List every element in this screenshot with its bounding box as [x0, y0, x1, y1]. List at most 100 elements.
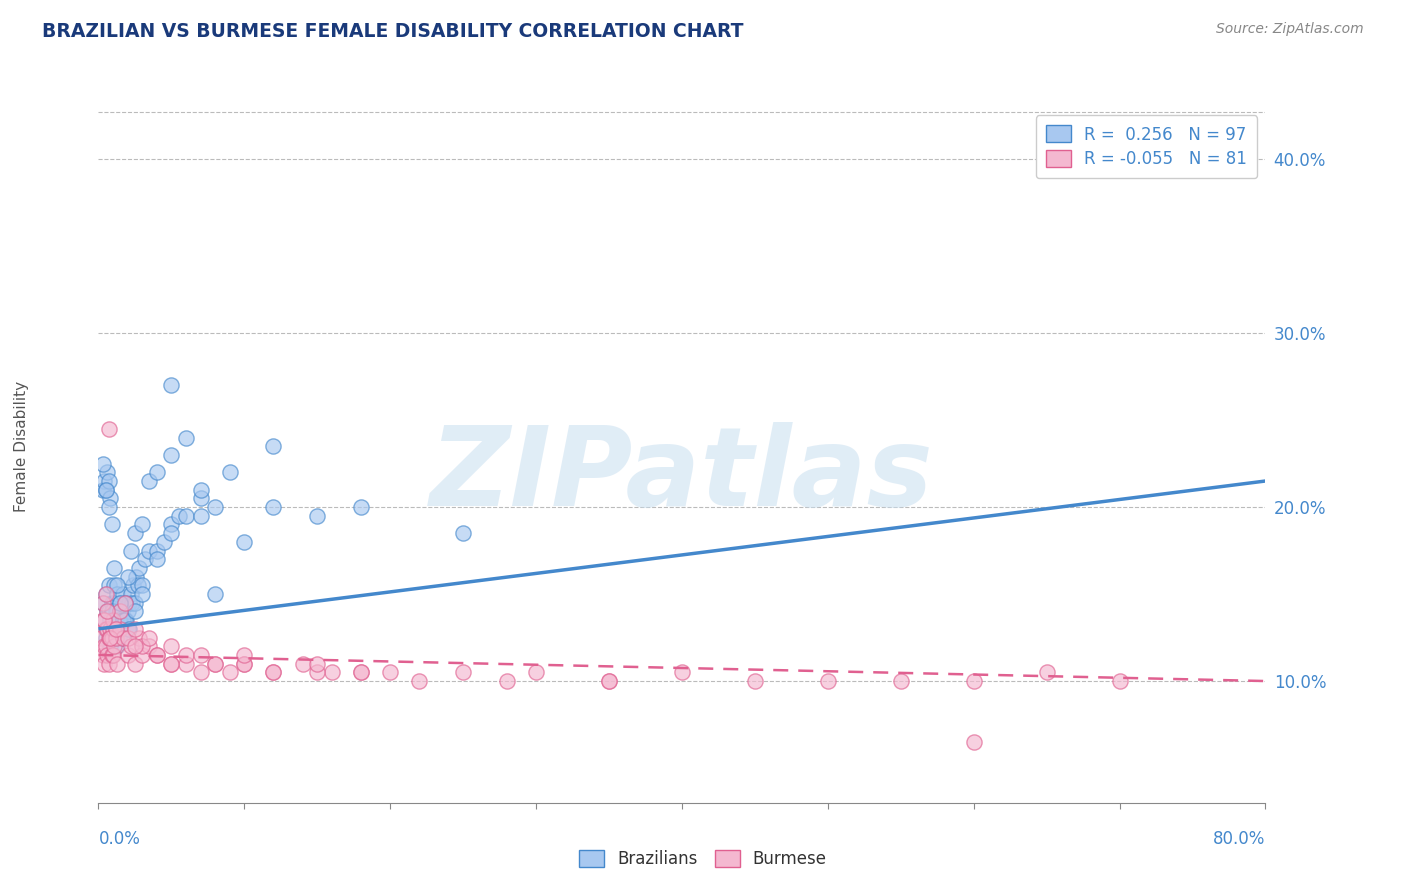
Point	[104, 613, 127, 627]
Point	[93, 657, 115, 671]
Point	[96, 648, 118, 662]
Point	[110, 613, 132, 627]
Point	[138, 543, 160, 558]
Point	[124, 657, 146, 671]
Point	[174, 431, 197, 445]
Point	[124, 596, 146, 610]
Point	[117, 631, 139, 645]
Point	[233, 534, 256, 549]
Point	[94, 631, 117, 645]
Point	[378, 665, 402, 680]
Point	[350, 665, 373, 680]
Point	[262, 439, 284, 453]
Point	[120, 543, 142, 558]
Point	[96, 466, 118, 480]
Point	[108, 613, 131, 627]
Point	[93, 639, 115, 653]
Point	[160, 657, 183, 671]
Point	[97, 578, 120, 592]
Point	[890, 674, 912, 689]
Legend: R =  0.256   N = 97, R = -0.055   N = 81: R = 0.256 N = 97, R = -0.055 N = 81	[1036, 115, 1257, 178]
Point	[98, 631, 121, 645]
Point	[204, 657, 226, 671]
Point	[98, 622, 121, 636]
Point	[101, 622, 124, 636]
Point	[160, 639, 183, 653]
Point	[131, 639, 153, 653]
Point	[98, 491, 121, 506]
Point	[128, 631, 150, 645]
Point	[112, 631, 135, 645]
Point	[190, 483, 212, 497]
Point	[101, 613, 124, 627]
Point	[350, 665, 373, 680]
Point	[103, 596, 125, 610]
Point	[94, 587, 117, 601]
Point	[117, 570, 139, 584]
Point	[105, 657, 128, 671]
Point	[112, 613, 135, 627]
Point	[94, 483, 117, 497]
Point	[96, 605, 118, 619]
Point	[1108, 674, 1130, 689]
Point	[111, 605, 134, 619]
Point	[98, 631, 121, 645]
Legend: Brazilians, Burmese: Brazilians, Burmese	[572, 843, 834, 875]
Point	[91, 596, 114, 610]
Point	[100, 517, 122, 532]
Point	[105, 578, 128, 592]
Point	[307, 508, 329, 523]
Point	[100, 622, 122, 636]
Point	[101, 622, 124, 636]
Point	[110, 622, 132, 636]
Point	[110, 605, 132, 619]
Point	[146, 648, 169, 662]
Point	[105, 605, 128, 619]
Point	[118, 596, 141, 610]
Point	[104, 613, 127, 627]
Text: BRAZILIAN VS BURMESE FEMALE DISABILITY CORRELATION CHART: BRAZILIAN VS BURMESE FEMALE DISABILITY C…	[42, 22, 744, 41]
Point	[101, 622, 124, 636]
Point	[118, 622, 141, 636]
Point	[122, 578, 145, 592]
Point	[962, 735, 984, 749]
Point	[108, 631, 131, 645]
Point	[91, 648, 114, 662]
Point	[100, 648, 122, 662]
Point	[104, 622, 127, 636]
Point	[101, 631, 124, 645]
Point	[94, 483, 117, 497]
Text: 0.0%: 0.0%	[98, 830, 141, 847]
Point	[495, 674, 517, 689]
Point	[167, 508, 190, 523]
Point	[190, 665, 212, 680]
Point	[117, 605, 139, 619]
Point	[97, 422, 120, 436]
Point	[105, 639, 128, 653]
Point	[408, 674, 430, 689]
Point	[105, 587, 128, 601]
Point	[524, 665, 547, 680]
Point	[174, 657, 197, 671]
Point	[262, 665, 284, 680]
Text: Source: ZipAtlas.com: Source: ZipAtlas.com	[1216, 22, 1364, 37]
Point	[160, 657, 183, 671]
Point	[100, 605, 122, 619]
Point	[291, 657, 314, 671]
Point	[146, 543, 169, 558]
Point	[91, 613, 114, 627]
Text: ZIPatlas: ZIPatlas	[430, 422, 934, 529]
Point	[104, 605, 127, 619]
Point	[174, 648, 197, 662]
Point	[321, 665, 343, 680]
Point	[103, 578, 125, 592]
Point	[93, 613, 115, 627]
Point	[114, 596, 136, 610]
Point	[101, 605, 124, 619]
Point	[125, 570, 148, 584]
Point	[101, 648, 124, 662]
Point	[96, 622, 118, 636]
Point	[121, 596, 143, 610]
Point	[91, 596, 114, 610]
Point	[218, 466, 240, 480]
